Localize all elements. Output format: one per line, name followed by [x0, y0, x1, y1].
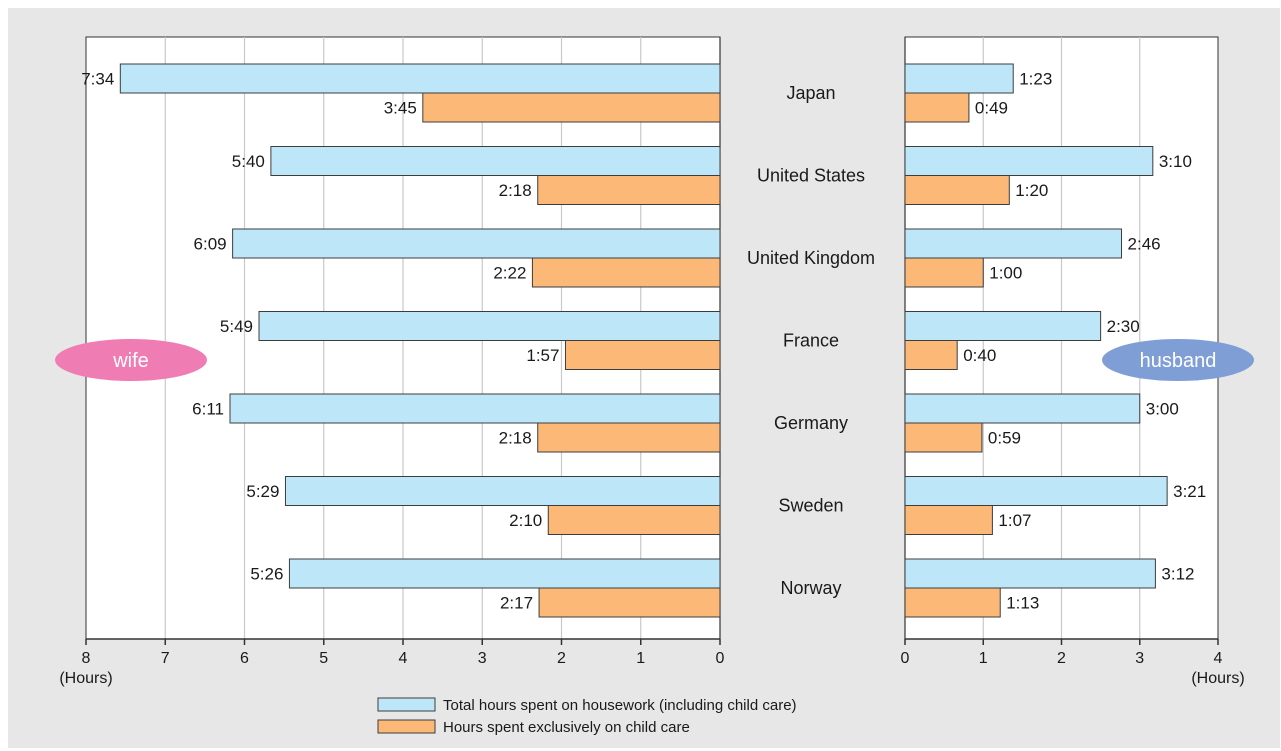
- legend-label-childcare: Hours spent exclusively on child care: [443, 719, 690, 736]
- wife-bar-total: [119, 63, 721, 94]
- wife-bar-total: [258, 311, 721, 341]
- wife-group-label: wife: [112, 350, 149, 372]
- wife-value-label: 1:57: [526, 346, 559, 365]
- wife-bar-childcare: [547, 505, 721, 535]
- wife-bar-childcare: [537, 422, 721, 453]
- husband-bar-total: [904, 558, 1156, 589]
- wife-x-tick-label: 4: [399, 650, 408, 667]
- wife-group-badge: [55, 339, 207, 381]
- wife-value-label: 2:18: [499, 429, 532, 448]
- husband-bar-total: [904, 63, 1014, 94]
- husband-x-tick-label: 2: [1057, 650, 1066, 667]
- category-label: Sweden: [778, 496, 843, 516]
- wife-value-label: 7:34: [81, 70, 114, 89]
- wife-value-label: 3:45: [384, 99, 417, 118]
- wife-bar-childcare: [538, 587, 721, 618]
- husband-value-label: 1:13: [1006, 594, 1039, 613]
- wife-x-tick-label: 2: [557, 650, 566, 667]
- wife-x-tick-label: 5: [319, 650, 328, 667]
- husband-group-badge: [1102, 339, 1254, 381]
- wife-bar-total: [284, 476, 721, 506]
- wife-bar-childcare: [564, 340, 721, 370]
- legend-swatch-childcare: [377, 719, 436, 734]
- husband-unit-label: (Hours): [1191, 670, 1244, 687]
- husband-value-label: 3:00: [1146, 400, 1179, 419]
- wife-value-label: 2:22: [493, 264, 526, 283]
- wife-bar-childcare: [531, 257, 721, 288]
- husband-bar-childcare: [904, 92, 970, 123]
- husband-bar-childcare: [904, 422, 983, 453]
- husband-bar-childcare: [904, 175, 1010, 205]
- husband-value-label: 3:10: [1159, 152, 1192, 171]
- husband-x-tick-label: 0: [901, 650, 910, 667]
- category-label: United States: [757, 166, 865, 186]
- husband-x-tick-label: 3: [1135, 650, 1144, 667]
- wife-value-label: 2:18: [499, 181, 532, 200]
- husband-bar-childcare: [904, 587, 1001, 618]
- wife-value-label: 5:40: [232, 152, 265, 171]
- husband-value-label: 1:07: [998, 511, 1031, 530]
- category-label: United Kingdom: [747, 248, 875, 268]
- wife-bar-total: [270, 146, 721, 176]
- husband-value-label: 1:23: [1019, 70, 1052, 89]
- wife-bar-total: [232, 228, 721, 259]
- husband-value-label: 1:00: [989, 264, 1022, 283]
- category-label: Japan: [786, 83, 835, 103]
- category-label: Germany: [774, 413, 848, 433]
- husband-value-label: 0:59: [988, 429, 1021, 448]
- husband-value-label: 1:20: [1015, 181, 1048, 200]
- husband-value-label: 0:49: [975, 99, 1008, 118]
- wife-value-label: 6:11: [192, 400, 224, 419]
- husband-x-tick-label: 1: [979, 650, 988, 667]
- husband-bar-total: [904, 146, 1154, 176]
- wife-value-label: 2:17: [500, 594, 533, 613]
- husband-value-label: 2:30: [1107, 317, 1140, 336]
- wife-value-label: 5:29: [246, 482, 279, 501]
- husband-value-label: 0:40: [963, 346, 996, 365]
- husband-group-label: husband: [1140, 350, 1217, 372]
- wife-x-tick-label: 8: [82, 650, 91, 667]
- wife-x-tick-label: 0: [716, 650, 725, 667]
- wife-value-label: 6:09: [194, 235, 227, 254]
- husband-value-label: 2:46: [1128, 235, 1161, 254]
- wife-bar-total: [229, 393, 721, 424]
- chart-canvas: 0 1 2 3 4 5 6 7 8 (Hours) 7:34 5:40 6:09 5:49 6:11 5:29…: [55, 36, 1254, 736]
- husband-bar-childcare: [904, 505, 993, 535]
- category-label: France: [783, 331, 839, 351]
- husband-bar-total: [904, 311, 1102, 341]
- wife-value-label: 5:26: [250, 565, 283, 584]
- husband-bar-total: [904, 228, 1123, 259]
- legend-label-total: Total hours spent on housework (includin…: [443, 697, 797, 714]
- husband-value-label: 3:21: [1173, 482, 1206, 501]
- legend-swatch-total: [377, 697, 436, 712]
- wife-x-tick-label: 7: [161, 650, 170, 667]
- wife-x-tick-label: 1: [636, 650, 645, 667]
- chart-background: 0 1 2 3 4 5 6 7 8 (Hours) 7:34 5:40 6:09 5:49 6:11 5:29…: [8, 8, 1280, 748]
- husband-bar-total: [904, 393, 1141, 424]
- wife-x-tick-label: 3: [478, 650, 487, 667]
- wife-bar-childcare: [422, 92, 721, 123]
- wife-bar-total: [288, 558, 721, 589]
- husband-value-label: 3:12: [1161, 565, 1194, 584]
- wife-unit-label: (Hours): [59, 670, 112, 687]
- wife-bar-childcare: [537, 175, 721, 205]
- wife-value-label: 2:10: [509, 511, 542, 530]
- husband-x-tick-label: 4: [1214, 650, 1223, 667]
- wife-value-label: 5:49: [220, 317, 253, 336]
- husband-bar-total: [904, 476, 1168, 506]
- husband-bar-childcare: [904, 340, 958, 370]
- category-label: Norway: [780, 578, 841, 598]
- husband-bar-childcare: [904, 257, 984, 288]
- wife-x-tick-label: 6: [240, 650, 249, 667]
